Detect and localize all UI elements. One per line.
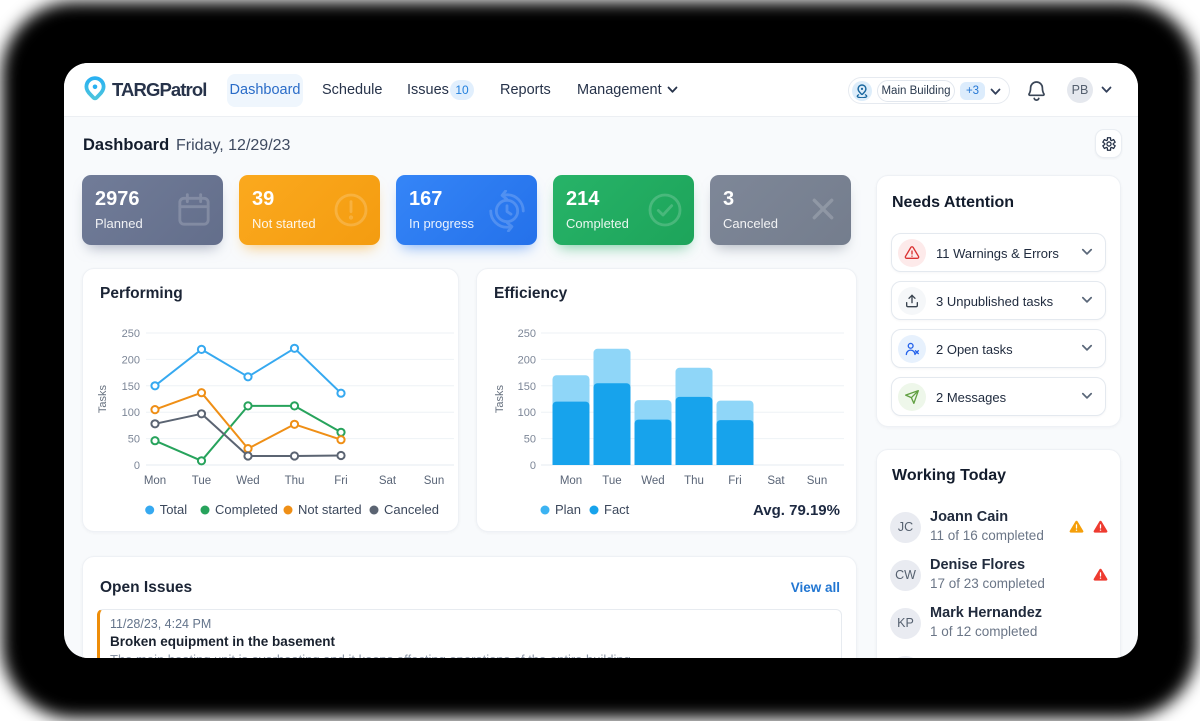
svg-text:Fri: Fri	[334, 475, 347, 487]
svg-text:150: 150	[122, 381, 140, 393]
svg-text:Mon: Mon	[144, 475, 166, 487]
svg-text:250: 250	[122, 328, 140, 340]
svg-text:Total: Total	[160, 502, 188, 517]
svg-text:0: 0	[134, 460, 140, 472]
svg-text:250: 250	[518, 328, 536, 340]
svg-text:Fact: Fact	[604, 502, 630, 517]
svg-text:200: 200	[518, 354, 536, 366]
svg-text:Wed: Wed	[641, 475, 664, 487]
svg-text:100: 100	[122, 407, 140, 419]
svg-text:50: 50	[524, 434, 536, 446]
svg-text:Sat: Sat	[379, 475, 397, 487]
svg-text:Thu: Thu	[684, 475, 704, 487]
svg-text:200: 200	[122, 354, 140, 366]
svg-text:Sat: Sat	[767, 475, 785, 487]
svg-text:Canceled: Canceled	[384, 502, 439, 517]
svg-text:0: 0	[530, 460, 536, 472]
svg-text:Mon: Mon	[560, 475, 582, 487]
svg-text:Plan: Plan	[555, 502, 581, 517]
svg-text:100: 100	[518, 407, 536, 419]
svg-text:Wed: Wed	[236, 475, 259, 487]
svg-text:Tasks: Tasks	[494, 384, 506, 413]
svg-text:Sun: Sun	[424, 475, 444, 487]
svg-text:150: 150	[518, 381, 536, 393]
svg-text:Tasks: Tasks	[97, 384, 109, 413]
svg-text:Avg. 79.19%: Avg. 79.19%	[753, 502, 840, 519]
svg-text:Sun: Sun	[807, 475, 827, 487]
svg-text:Not started: Not started	[298, 502, 362, 517]
svg-text:Completed: Completed	[215, 502, 278, 517]
svg-text:50: 50	[128, 434, 140, 446]
svg-text:Fri: Fri	[728, 475, 741, 487]
svg-text:Tue: Tue	[602, 475, 621, 487]
svg-text:Thu: Thu	[285, 475, 305, 487]
svg-text:Tue: Tue	[192, 475, 211, 487]
